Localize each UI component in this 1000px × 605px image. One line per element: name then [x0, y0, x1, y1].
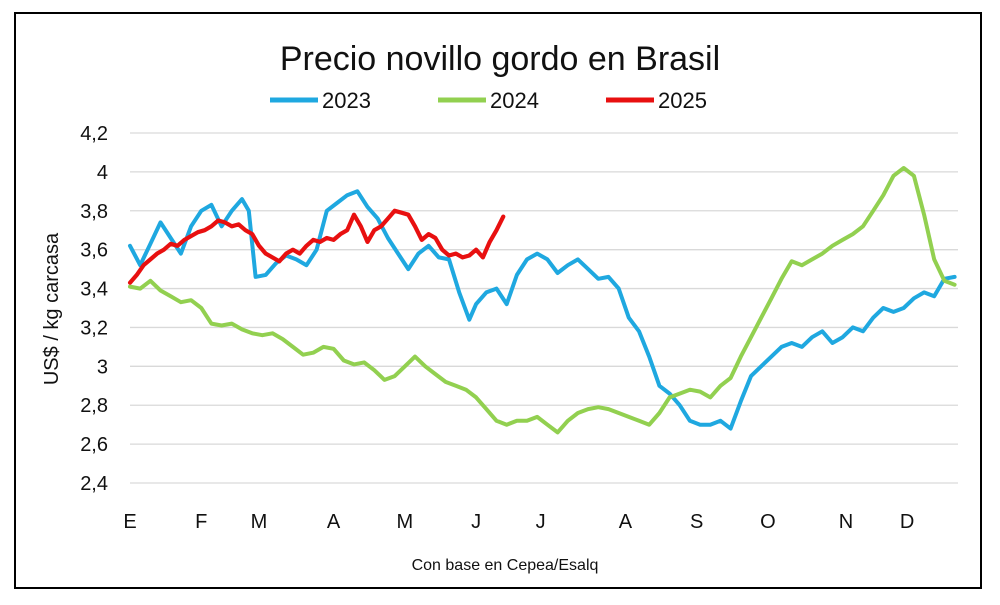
legend-label-2025: 2025: [658, 88, 707, 113]
y-tick-label: 2,4: [80, 473, 108, 495]
legend-label-2024: 2024: [490, 88, 539, 113]
x-tick-label: O: [760, 511, 776, 533]
chart-legend: 2023 2024 2025: [270, 88, 707, 113]
x-tick-label: J: [536, 511, 546, 533]
series-lines: [127, 166, 957, 435]
chart-title: Precio novillo gordo en Brasil: [280, 40, 720, 78]
x-tick-label: D: [900, 511, 914, 533]
y-tick-label: 3,2: [80, 317, 108, 339]
x-tick-label: M: [251, 511, 268, 533]
series-line-2024: [128, 166, 957, 435]
y-tick-label: 4,2: [80, 123, 108, 145]
y-axis-label: US$ / kg carcasa: [41, 232, 63, 385]
y-tick-label: 4: [97, 162, 108, 184]
y-axis-ticks: 2,4 2,6 2,8 3 3,2 3,4 3,6 3,8 4 4,2: [80, 123, 108, 495]
series-line-2023: [128, 189, 957, 431]
x-tick-label: F: [195, 511, 207, 533]
x-tick-label: N: [839, 511, 853, 533]
y-tick-label: 3,4: [80, 279, 108, 301]
x-tick-label: A: [327, 511, 341, 533]
source-footnote: Con base en Cepea/Esalq: [412, 557, 599, 574]
x-tick-label: S: [690, 511, 703, 533]
x-tick-label: J: [471, 511, 481, 533]
y-tick-label: 3,6: [80, 240, 108, 262]
x-tick-label: A: [619, 511, 633, 533]
series-line-2025: [127, 208, 506, 285]
y-tick-label: 2,6: [80, 434, 108, 456]
x-tick-label: M: [397, 511, 414, 533]
legend-label-2023: 2023: [322, 88, 371, 113]
x-tick-label: E: [123, 511, 136, 533]
y-tick-label: 3,8: [80, 201, 108, 223]
y-tick-label: 2,8: [80, 395, 108, 417]
y-tick-label: 3: [97, 356, 108, 378]
gridlines: [130, 132, 958, 484]
